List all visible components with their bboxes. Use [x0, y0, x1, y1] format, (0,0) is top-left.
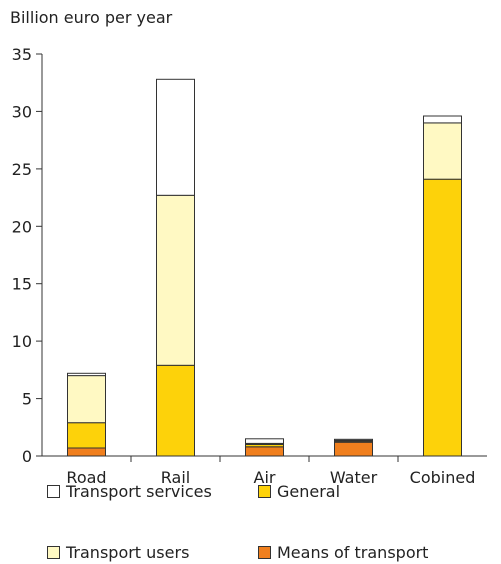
bar-segment-water-means-of-transport — [334, 441, 373, 457]
y-tick-label: 25 — [12, 160, 32, 179]
x-tick-label: Road — [66, 468, 106, 487]
bar-segment-cobined-general — [423, 178, 462, 457]
x-tick-label: Water — [330, 468, 378, 487]
y-tick-label: 5 — [22, 390, 32, 409]
bar-segment-air-transport-services — [245, 438, 284, 444]
x-tick-label: Cobined — [410, 468, 476, 487]
bar-segment-cobined-transport-services — [423, 115, 462, 124]
y-tick-label: 30 — [12, 102, 32, 121]
y-tick-label: 20 — [12, 217, 32, 236]
axes-layer: Road Rail Air Water Cobined 0 5 10 15 20 25 30 35 — [12, 45, 487, 487]
x-tick-label: Rail — [161, 468, 190, 487]
bar-segment-cobined-transport-users — [423, 122, 462, 180]
bar-segment-rail-transport-users — [156, 194, 195, 366]
bar-segment-road-means-of-transport — [67, 447, 106, 457]
y-tick-label: 15 — [12, 275, 32, 294]
x-tick-label: Air — [254, 468, 276, 487]
y-tick-label: 35 — [12, 45, 32, 64]
bar-segment-rail-transport-services — [156, 78, 195, 196]
y-tick-label: 0 — [22, 447, 32, 466]
y-axis-label: Billion euro per year — [10, 8, 173, 27]
bars-layer — [67, 78, 462, 457]
bar-segment-road-transport-services — [67, 372, 106, 377]
bar-segment-water-transport-services — [334, 438, 373, 441]
y-tick-label: 10 — [12, 332, 32, 351]
bar-segment-road-transport-users — [67, 375, 106, 424]
bar-segment-rail-general — [156, 364, 195, 457]
bar-segment-road-general — [67, 422, 106, 449]
bar-segment-air-means-of-transport — [245, 446, 284, 457]
